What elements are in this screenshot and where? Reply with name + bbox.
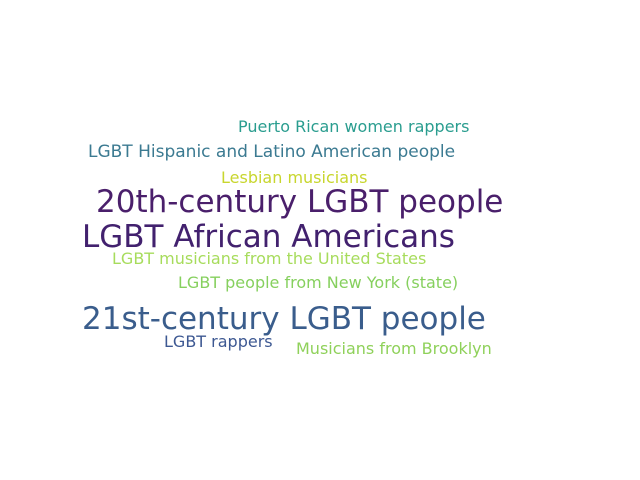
word-lgbt-hispanic-latino-american-people: LGBT Hispanic and Latino American people: [88, 142, 456, 162]
word-lgbt-people-new-york-state: LGBT people from New York (state): [178, 273, 459, 292]
word-lgbt-african-americans: LGBT African Americans: [82, 219, 455, 255]
word-lgbt-musicians-united-states: LGBT musicians from the United States: [112, 249, 427, 268]
word-puerto-rican-women-rappers: Puerto Rican women rappers: [238, 117, 470, 136]
word-musicians-from-brooklyn: Musicians from Brooklyn: [296, 339, 492, 358]
word-lesbian-musicians: Lesbian musicians: [221, 168, 368, 187]
word-21st-century-lgbt-people: 21st-century LGBT people: [82, 301, 486, 337]
word-lgbt-rappers: LGBT rappers: [164, 332, 273, 351]
word-20th-century-lgbt-people: 20th-century LGBT people: [96, 184, 504, 220]
